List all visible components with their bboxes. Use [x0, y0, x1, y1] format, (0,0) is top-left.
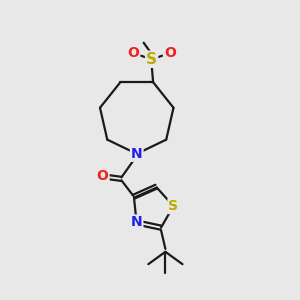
Text: S: S — [146, 52, 157, 67]
Text: O: O — [128, 46, 139, 60]
Text: N: N — [131, 147, 142, 161]
Text: S: S — [168, 199, 178, 213]
Text: N: N — [131, 215, 142, 230]
Text: O: O — [164, 46, 176, 60]
Text: O: O — [97, 169, 109, 184]
